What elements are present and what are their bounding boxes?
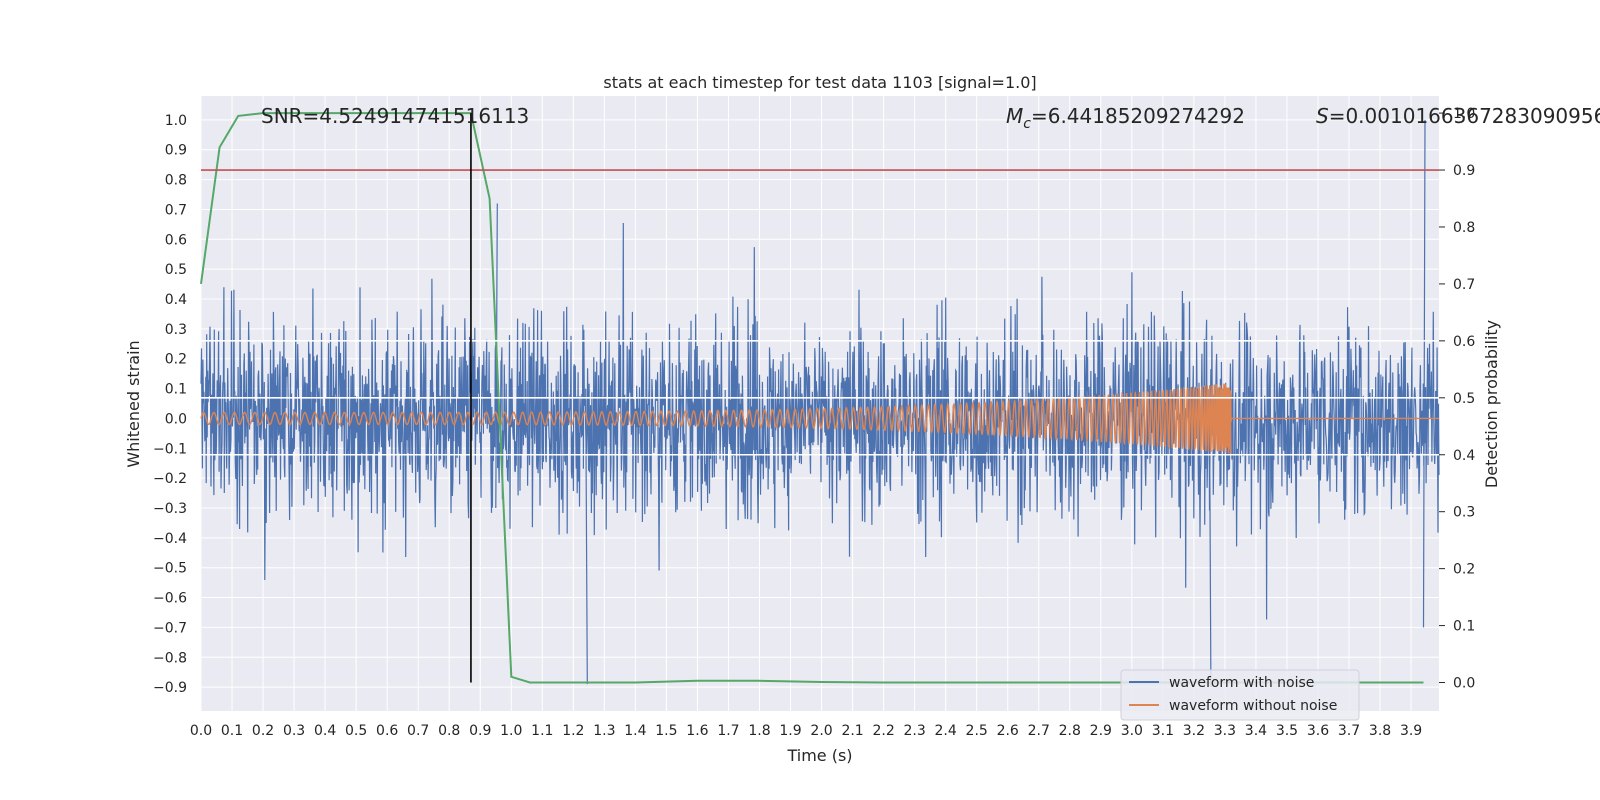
y-tick-label: 0.3 bbox=[165, 322, 187, 338]
x-tick-label: 0.9 bbox=[469, 723, 491, 739]
y-tick-label: −0.1 bbox=[153, 441, 187, 457]
x-tick-label: 1.6 bbox=[686, 723, 708, 739]
y2-axis-title: Detection probability bbox=[1482, 320, 1501, 488]
y-axis-ticks: 1.0 0.9 0.8 0.7 0.6 0.5 0.4 0.3 0.2 0.1 0.0 −0.1 −0.… bbox=[153, 113, 187, 696]
s-annotation: S=0.0010166367283090956 bbox=[1316, 104, 1600, 128]
y2-tick-label: 1.0 bbox=[1453, 106, 1475, 122]
y-tick-label: −0.8 bbox=[153, 650, 187, 666]
x-tick-label: 2.8 bbox=[1059, 723, 1081, 739]
x-tick-label: 1.9 bbox=[779, 723, 801, 739]
x-tick-label: 2.4 bbox=[935, 723, 957, 739]
x-axis-title: Time (s) bbox=[786, 746, 852, 765]
x-tick-label: 3.3 bbox=[1214, 723, 1236, 739]
y-tick-label: 0.2 bbox=[165, 352, 187, 368]
x-axis-ticks: 0.0 0.1 0.2 0.3 0.4 0.5 0.6 0.7 0.8 0.9 1.0 1.1 1.2 1… bbox=[190, 723, 1422, 739]
x-tick-label: 1.3 bbox=[593, 723, 615, 739]
x-tick-label: 3.1 bbox=[1152, 723, 1174, 739]
grid bbox=[200, 96, 1439, 711]
y-tick-label: 0.0 bbox=[165, 411, 187, 427]
overlays bbox=[201, 113, 1439, 683]
y-tick-label: 0.4 bbox=[165, 292, 187, 308]
x-tick-label: 3.6 bbox=[1307, 723, 1329, 739]
x-tick-label: 2.9 bbox=[1090, 723, 1112, 739]
legend-label-noisy: waveform with noise bbox=[1169, 675, 1314, 691]
y-tick-label: −0.4 bbox=[153, 531, 187, 547]
x-tick-label: 1.1 bbox=[531, 723, 553, 739]
chirp-mass-subscript: c bbox=[1023, 116, 1031, 132]
x-tick-label: 2.1 bbox=[841, 723, 863, 739]
y-tick-label: 1.0 bbox=[165, 113, 187, 129]
y-tick-label: −0.3 bbox=[153, 501, 187, 517]
x-tick-label: 1.0 bbox=[500, 723, 522, 739]
x-tick-label: 2.5 bbox=[966, 723, 988, 739]
y-tick-label: 0.6 bbox=[165, 232, 187, 248]
y-tick-label: 0.7 bbox=[165, 202, 187, 218]
chirp-mass-symbol: M bbox=[1006, 104, 1023, 128]
x-tick-label: 1.5 bbox=[655, 723, 677, 739]
x-tick-label: 0.6 bbox=[376, 723, 398, 739]
y-tick-label: 0.9 bbox=[165, 143, 187, 159]
y2-tick-label: 0.8 bbox=[1453, 220, 1475, 236]
series-waveform-without-noise bbox=[200, 383, 1439, 454]
x-tick-label: 2.2 bbox=[872, 723, 894, 739]
clean-waveform-line bbox=[200, 383, 1439, 454]
y-tick-label: 0.5 bbox=[165, 262, 187, 278]
s-symbol: S bbox=[1316, 104, 1329, 128]
y-tick-label: 0.1 bbox=[165, 382, 187, 398]
chirp-mass-value: =6.44185209274292 bbox=[1031, 104, 1245, 128]
x-tick-label: 2.6 bbox=[997, 723, 1019, 739]
y2-tick-label: 0.7 bbox=[1453, 277, 1475, 293]
y2-tick-label: 0.1 bbox=[1453, 619, 1475, 635]
x-tick-label: 0.3 bbox=[283, 723, 305, 739]
y-axis-title: Whitened strain bbox=[124, 340, 143, 467]
x-tick-label: 0.7 bbox=[407, 723, 429, 739]
x-tick-label: 3.7 bbox=[1338, 723, 1360, 739]
legend-label-clean: waveform without noise bbox=[1169, 698, 1337, 714]
x-tick-label: 1.8 bbox=[748, 723, 770, 739]
x-tick-label: 2.3 bbox=[904, 723, 926, 739]
x-tick-label: 0.5 bbox=[345, 723, 367, 739]
x-tick-label: 0.0 bbox=[190, 723, 212, 739]
s-value: =0.0010166367283090956 bbox=[1329, 104, 1600, 128]
y2-tick-label: 0.3 bbox=[1453, 505, 1475, 521]
x-tick-label: 3.0 bbox=[1121, 723, 1143, 739]
detection-probability-line bbox=[200, 112, 1424, 684]
x-tick-label: 0.4 bbox=[314, 723, 336, 739]
series-detection-probability bbox=[200, 112, 1424, 684]
y-tick-label: −0.6 bbox=[153, 591, 187, 607]
y-tick-label: 0.8 bbox=[165, 173, 187, 189]
y-tick-label: −0.5 bbox=[153, 561, 187, 577]
y2-tick-label: 0.4 bbox=[1453, 448, 1475, 464]
snr-annotation: SNR=4.524914741516113 bbox=[261, 104, 529, 128]
y2-tick-label: 0.9 bbox=[1453, 163, 1475, 179]
chirp-mass-annotation: Mc=6.44185209274292 bbox=[1006, 104, 1245, 132]
x-tick-label: 0.2 bbox=[252, 723, 274, 739]
x-tick-label: 1.4 bbox=[624, 723, 646, 739]
legend-box bbox=[1120, 669, 1360, 721]
x-tick-label: 2.7 bbox=[1028, 723, 1050, 739]
y2-tick-label: 0.6 bbox=[1453, 334, 1475, 350]
x-tick-label: 3.9 bbox=[1400, 723, 1422, 739]
x-tick-label: 3.4 bbox=[1245, 723, 1267, 739]
x-tick-label: 0.8 bbox=[438, 723, 460, 739]
y-tick-label: −0.9 bbox=[153, 680, 187, 696]
x-tick-label: 0.1 bbox=[221, 723, 243, 739]
y2-axis-ticks: 1.0 0.9 0.8 0.7 0.6 0.5 0.4 0.3 0.2 0.1 0.0 bbox=[1439, 106, 1475, 692]
x-tick-label: 3.2 bbox=[1183, 723, 1205, 739]
legend: waveform with noise waveform without noi… bbox=[1120, 669, 1360, 721]
y2-tick-label: 0.2 bbox=[1453, 562, 1475, 578]
y-tick-label: −0.7 bbox=[153, 620, 187, 636]
x-tick-label: 1.7 bbox=[717, 723, 739, 739]
y2-tick-label: 0.5 bbox=[1453, 391, 1475, 407]
y-tick-label: −0.2 bbox=[153, 471, 187, 487]
x-tick-label: 3.8 bbox=[1369, 723, 1391, 739]
x-tick-label: 1.2 bbox=[562, 723, 584, 739]
chart-title: stats at each timestep for test data 110… bbox=[603, 73, 1036, 92]
x-tick-label: 3.5 bbox=[1276, 723, 1298, 739]
y2-tick-label: 0.0 bbox=[1453, 676, 1475, 692]
x-tick-label: 2.0 bbox=[810, 723, 832, 739]
